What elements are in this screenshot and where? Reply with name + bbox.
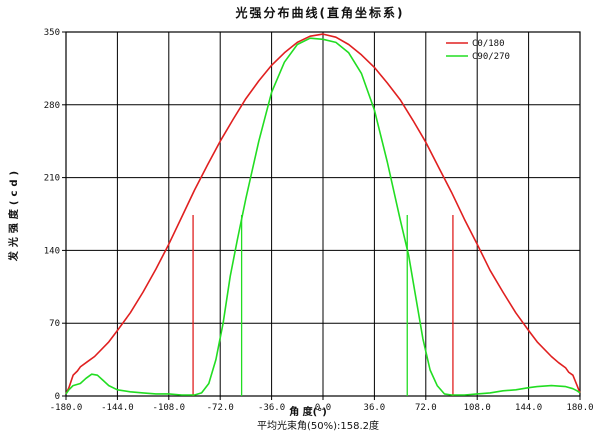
x-tick-label-9: 144.0 bbox=[515, 403, 542, 413]
x-tick-label-3: -72.0 bbox=[207, 403, 234, 413]
y-tick-label-4: 280 bbox=[44, 101, 60, 111]
series-line-C90-270 bbox=[65, 37, 581, 396]
chart-title: 光强分布曲线(直角坐标系) bbox=[235, 5, 405, 20]
legend-label-C90-270: C90/270 bbox=[472, 52, 510, 62]
y-tick-label-1: 70 bbox=[49, 319, 60, 329]
x-tick-label-4: -36.0 bbox=[258, 403, 285, 413]
series-lines bbox=[65, 33, 581, 396]
y-tick-label-0: 0 bbox=[55, 392, 60, 402]
x-tick-label-7: 72.0 bbox=[415, 403, 437, 413]
x-tick-label-6: 36.0 bbox=[364, 403, 386, 413]
beam-angle-note: 平均光束角(50%):158.2度 bbox=[257, 419, 379, 432]
x-tick-label-8: 108.0 bbox=[464, 403, 491, 413]
cutoff-lines bbox=[192, 215, 454, 396]
x-axis-label: 角 度(°) bbox=[289, 405, 327, 418]
y-tick-label-2: 140 bbox=[44, 246, 60, 256]
x-tick-label-2: -108.0 bbox=[153, 403, 186, 413]
axes bbox=[62, 31, 581, 400]
y-tick-label-5: 350 bbox=[44, 28, 60, 38]
y-tick-labels: 0 70 140 210 280 350 bbox=[44, 28, 60, 402]
grid bbox=[65, 31, 581, 397]
legend: C0/180 C90/270 bbox=[446, 39, 510, 62]
x-tick-labels: -180.0 -144.0 -108.0 -72.0 -36.0 0.0 36.0 72.0 1… bbox=[50, 403, 594, 413]
y-axis-label: 发光强度(cd) bbox=[7, 167, 20, 262]
x-tick-label-1: -144.0 bbox=[101, 403, 134, 413]
series-line-C0-180 bbox=[65, 33, 581, 395]
x-tick-label-10: 180.0 bbox=[566, 403, 593, 413]
legend-label-C0-180: C0/180 bbox=[472, 39, 505, 49]
x-tick-label-0: -180.0 bbox=[50, 403, 83, 413]
x-tick-label-5: 0.0 bbox=[315, 403, 331, 413]
y-tick-label-3: 210 bbox=[44, 174, 60, 184]
